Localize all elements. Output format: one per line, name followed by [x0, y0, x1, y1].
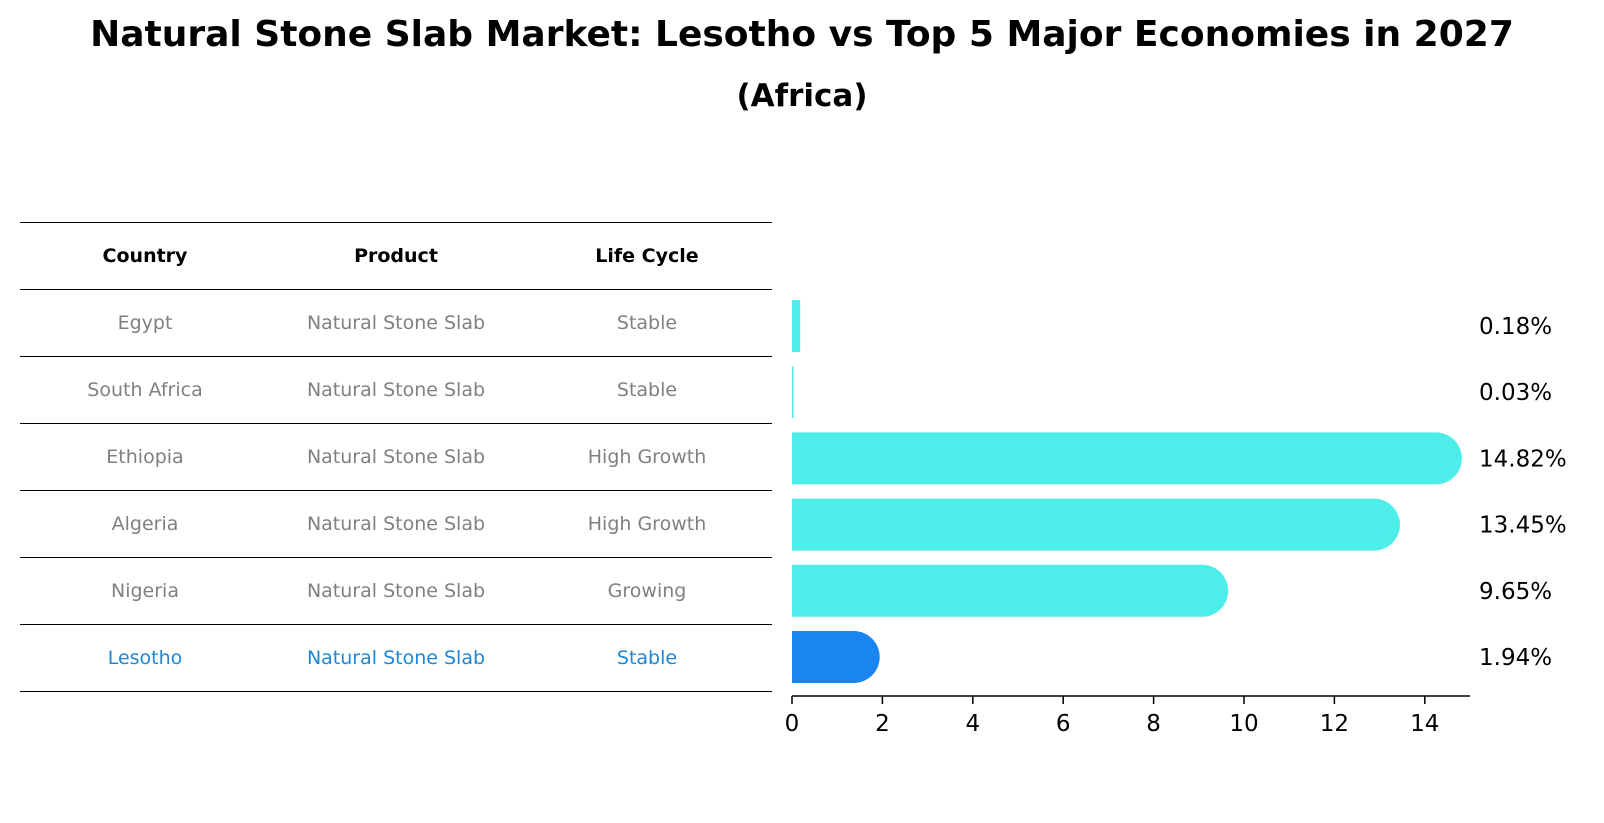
bar-ethiopia: [792, 432, 1462, 485]
value-label: 1.94%: [1479, 645, 1552, 671]
table-header-row: Country Product Life Cycle: [20, 222, 772, 290]
x-tick-label: 4: [965, 711, 980, 737]
value-label: 13.45%: [1479, 513, 1567, 539]
cell-country: South Africa: [87, 379, 203, 401]
cell-country: Algeria: [111, 513, 179, 535]
table-row: South Africa Natural Stone Slab Stable: [20, 357, 772, 424]
table-row-highlight: Lesotho Natural Stone Slab Stable: [20, 625, 772, 692]
bar-south-africa: [792, 366, 794, 419]
table-row: Ethiopia Natural Stone Slab High Growth: [20, 424, 772, 491]
chart-subtitle: (Africa): [736, 78, 868, 114]
cell-product: Natural Stone Slab: [306, 580, 486, 602]
bar-algeria: [792, 498, 1400, 551]
x-tick-label: 6: [1056, 711, 1071, 737]
data-table: Country Product Life Cycle Egypt Natural…: [20, 222, 772, 692]
cell-life-cycle: Stable: [616, 379, 678, 401]
x-tick-label: 10: [1229, 711, 1258, 737]
table-row: Egypt Natural Stone Slab Stable: [20, 290, 772, 357]
bar-egypt: [792, 300, 801, 352]
cell-country: Ethiopia: [106, 446, 184, 468]
value-label: 0.18%: [1479, 314, 1552, 340]
value-label: 14.82%: [1479, 446, 1567, 472]
table-row: Nigeria Natural Stone Slab Growing: [20, 558, 772, 625]
x-tick-label: 0: [785, 711, 800, 737]
cell-product: Natural Stone Slab: [306, 446, 486, 468]
cell-country: Nigeria: [111, 580, 179, 602]
header-country: Country: [102, 245, 188, 267]
cell-product: Natural Stone Slab: [306, 647, 486, 669]
header-life-cycle: Life Cycle: [595, 245, 699, 267]
cell-life-cycle: High Growth: [587, 513, 707, 535]
x-tick-label: 2: [875, 711, 890, 737]
bar-lesotho: [792, 631, 880, 683]
cell-life-cycle: Stable: [616, 312, 678, 334]
cell-life-cycle: Growing: [607, 580, 687, 602]
x-tick-label: 8: [1146, 711, 1161, 737]
cell-product: Natural Stone Slab: [306, 513, 486, 535]
value-label: 9.65%: [1479, 579, 1552, 605]
cell-life-cycle: High Growth: [587, 446, 707, 468]
x-tick-label: 12: [1320, 711, 1349, 737]
cell-country: Egypt: [117, 312, 173, 334]
x-tick-label: 14: [1410, 711, 1439, 737]
chart-title: Natural Stone Slab Market: Lesotho vs To…: [90, 14, 1514, 55]
table-row: Algeria Natural Stone Slab High Growth: [20, 491, 772, 558]
header-product: Product: [354, 245, 438, 267]
value-label: 0.03%: [1479, 380, 1552, 406]
cell-product: Natural Stone Slab: [306, 379, 486, 401]
cell-life-cycle: Stable: [616, 647, 678, 669]
cell-product: Natural Stone Slab: [306, 312, 486, 334]
bar-nigeria: [792, 564, 1229, 617]
cell-country: Lesotho: [107, 647, 183, 669]
